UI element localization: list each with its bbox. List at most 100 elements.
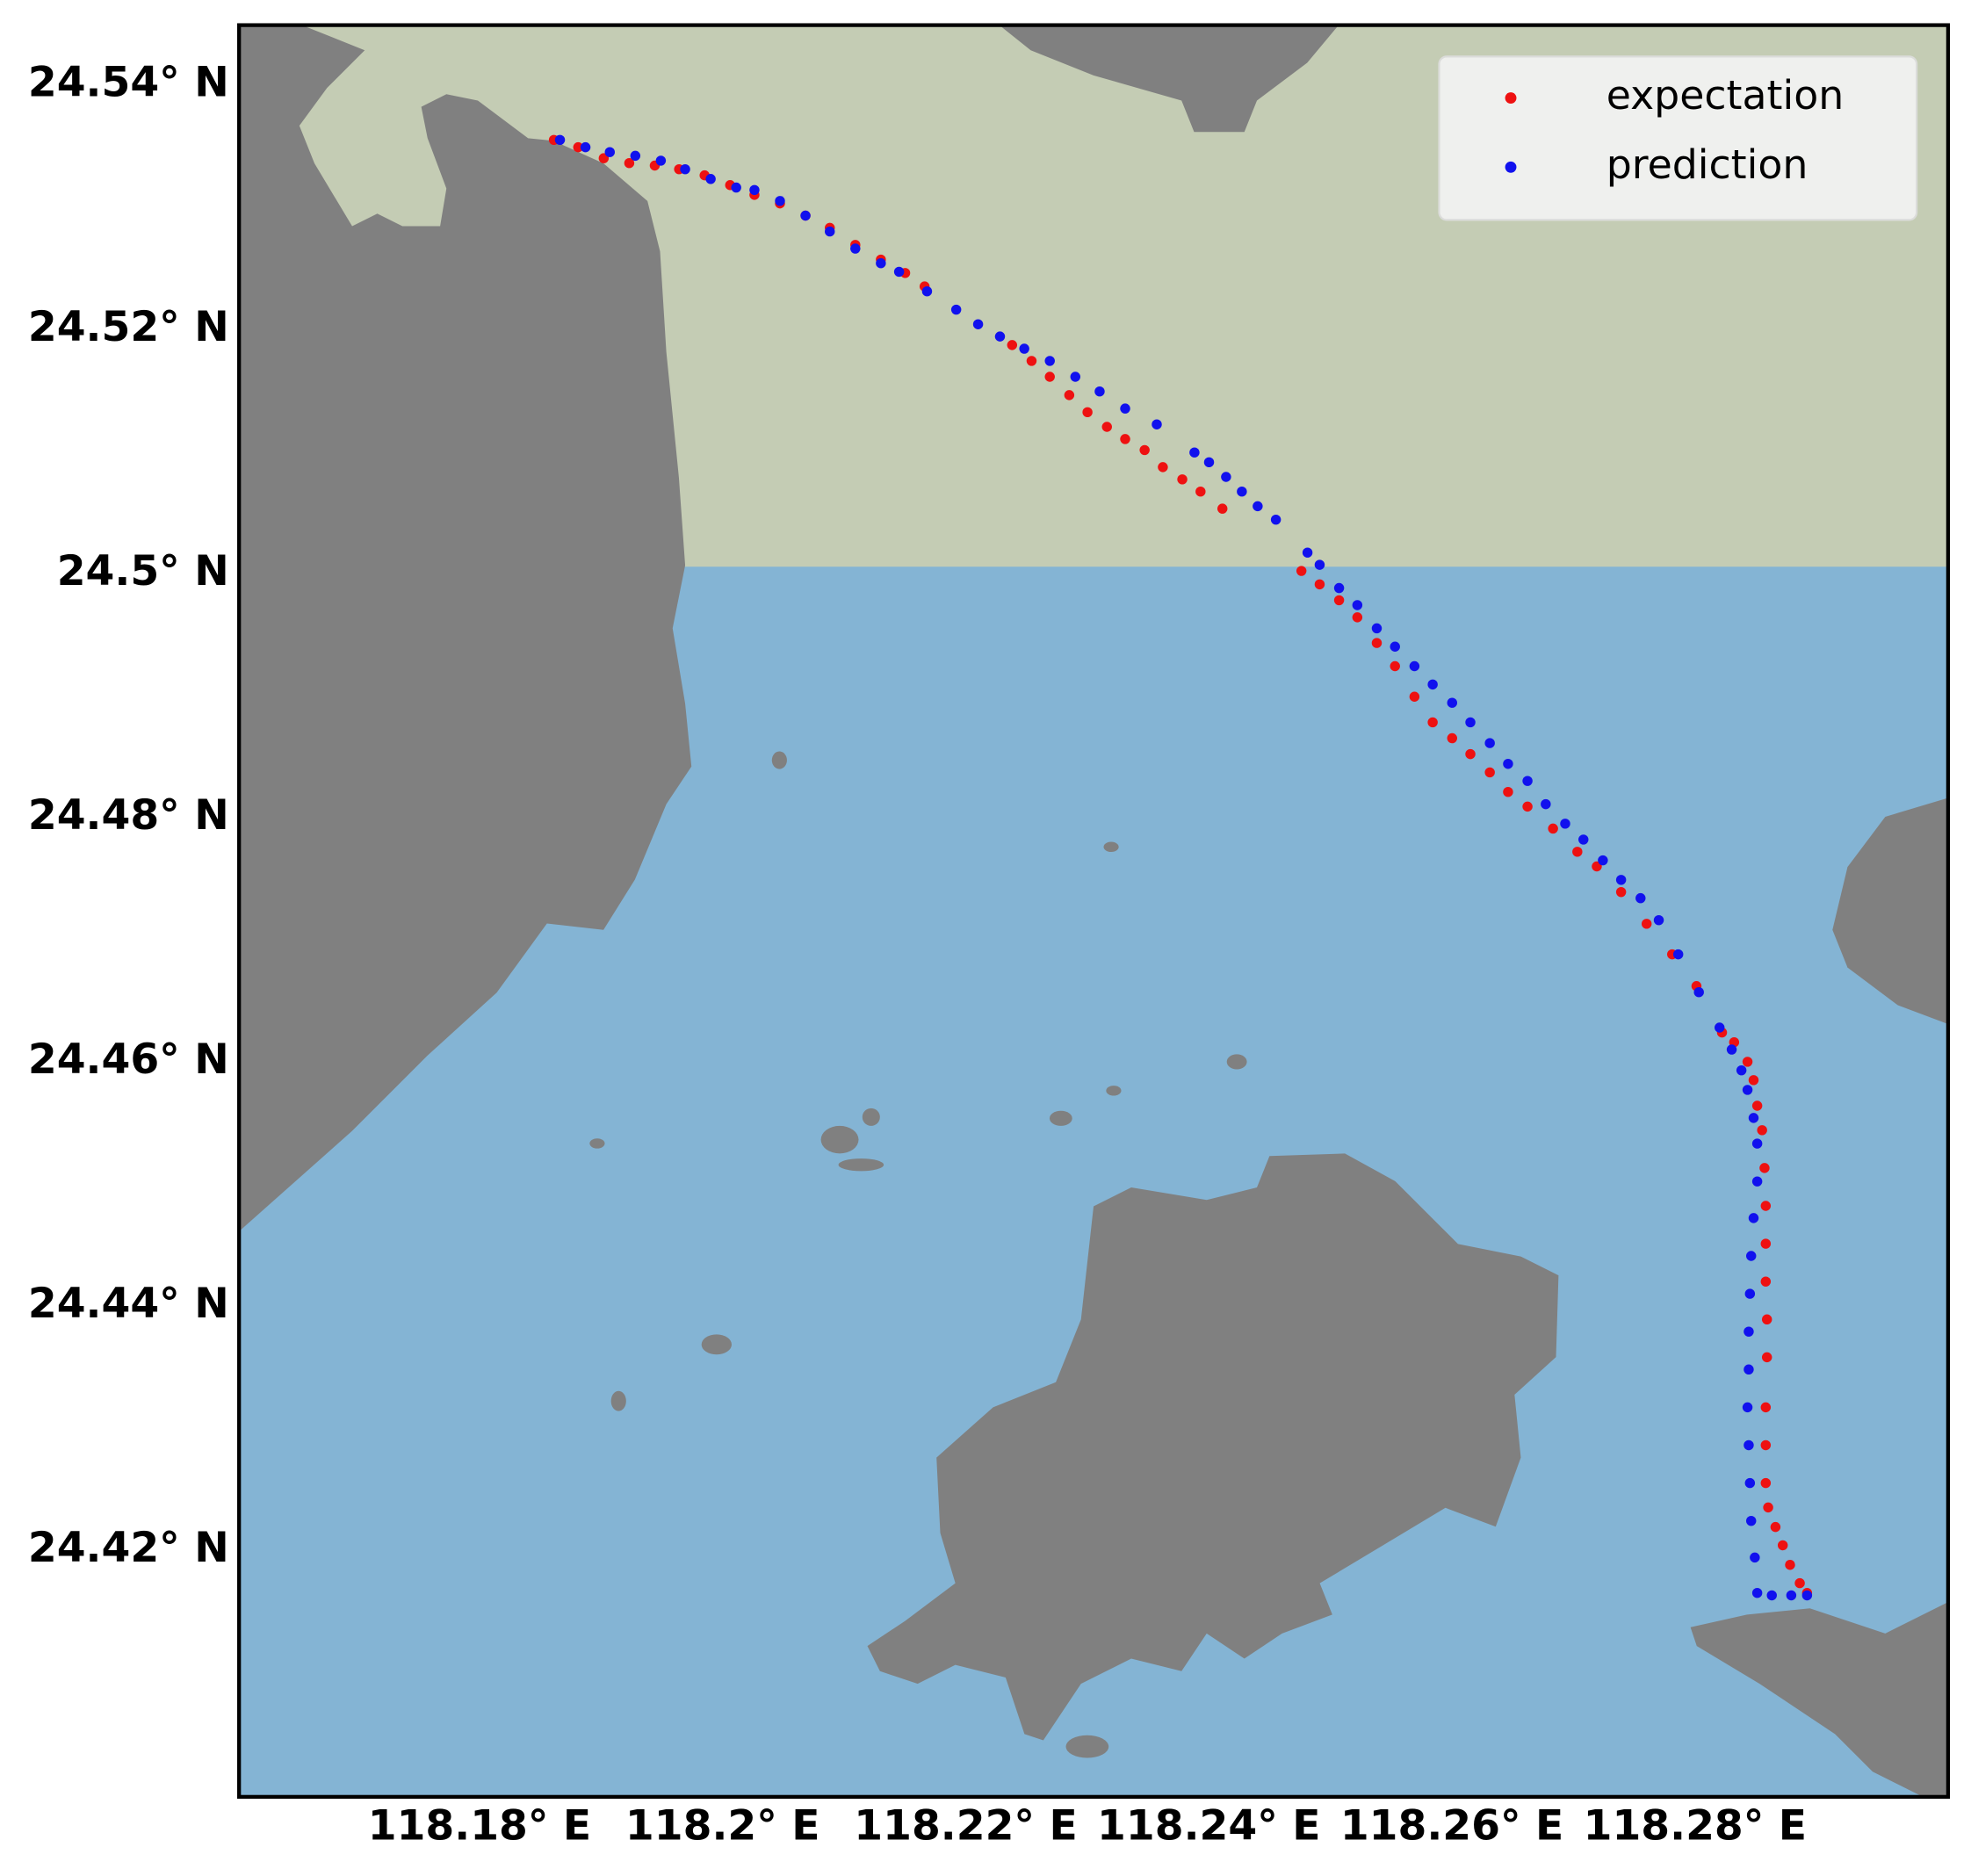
point <box>1026 356 1037 366</box>
point <box>1742 1057 1753 1067</box>
point <box>1672 949 1684 960</box>
point <box>1760 1477 1772 1489</box>
point <box>655 155 667 166</box>
point <box>1744 1326 1754 1337</box>
point <box>1777 1540 1788 1551</box>
y-tick-label: 24.44° N <box>28 1280 229 1328</box>
point <box>1760 1238 1772 1249</box>
legend-label: expectation <box>1606 72 1844 119</box>
legend-label: prediction <box>1606 141 1809 188</box>
point <box>1641 919 1652 929</box>
point <box>1748 1213 1759 1223</box>
point <box>1427 679 1438 690</box>
islets <box>589 751 1247 1758</box>
points <box>548 134 1813 1601</box>
point <box>1314 579 1325 590</box>
x-tick-label: 118.2° E <box>625 1802 820 1851</box>
point <box>1064 390 1075 400</box>
y-tick-label: 24.42° N <box>28 1524 229 1572</box>
point <box>1221 472 1231 482</box>
point <box>1794 1577 1805 1589</box>
point <box>1598 855 1608 866</box>
point <box>1693 986 1704 998</box>
point <box>1635 892 1646 904</box>
point <box>1770 1521 1781 1533</box>
point <box>1082 407 1093 418</box>
point <box>1270 514 1282 525</box>
land <box>1690 1602 1948 1797</box>
point <box>1352 612 1363 623</box>
legend-box <box>1438 55 1918 221</box>
island <box>867 1153 1559 1741</box>
point <box>1094 386 1105 397</box>
point <box>994 331 1006 342</box>
y-tick-label: 24.52° N <box>28 303 229 351</box>
point <box>1139 444 1150 456</box>
point <box>1748 1113 1759 1123</box>
point <box>1801 1590 1813 1601</box>
point <box>1333 582 1345 594</box>
x-tick-label: 118.26° E <box>1340 1802 1563 1851</box>
point <box>1766 1590 1777 1601</box>
x-tick-label: 118.24° E <box>1097 1802 1320 1851</box>
point <box>580 141 591 153</box>
point <box>1592 861 1602 872</box>
point <box>1237 486 1247 497</box>
point <box>1726 1044 1737 1055</box>
legend-marker <box>1505 161 1517 173</box>
point <box>1522 801 1533 812</box>
point <box>1390 660 1400 672</box>
point <box>1742 1402 1753 1413</box>
point <box>1333 595 1345 606</box>
point <box>893 266 905 278</box>
point <box>1785 1559 1795 1570</box>
land <box>239 25 692 1232</box>
point <box>1763 1502 1773 1513</box>
point <box>1760 1201 1772 1211</box>
point <box>630 150 641 162</box>
point <box>1744 1288 1756 1299</box>
point <box>1759 1163 1770 1173</box>
point <box>950 304 962 315</box>
point <box>573 141 584 153</box>
point <box>825 226 835 237</box>
point <box>1484 767 1495 778</box>
frame <box>237 23 1951 1800</box>
y-tick-label: 24.54° N <box>28 59 229 107</box>
point <box>1503 758 1513 769</box>
point <box>1757 1125 1767 1136</box>
point <box>1409 691 1420 702</box>
point <box>1750 1552 1760 1563</box>
point <box>1409 660 1420 672</box>
point <box>1736 1064 1747 1076</box>
point <box>1427 717 1438 728</box>
point <box>1101 422 1112 432</box>
point <box>1751 1176 1763 1187</box>
point <box>705 174 716 184</box>
point <box>598 153 610 163</box>
point <box>921 285 933 297</box>
point <box>1158 462 1168 473</box>
legend: expectation prediction <box>1438 55 1918 221</box>
point <box>1195 486 1206 497</box>
y-tick-label: 24.48° N <box>28 791 229 840</box>
point <box>876 257 886 269</box>
x-tick-label: 118.28° E <box>1584 1802 1807 1851</box>
point <box>749 184 760 196</box>
x-tick-label: 118.18° E <box>368 1802 591 1851</box>
point <box>1296 566 1307 576</box>
point <box>1484 738 1495 748</box>
point <box>1541 798 1551 810</box>
point <box>972 319 984 329</box>
point <box>1786 1590 1797 1601</box>
point <box>554 134 566 146</box>
map-background <box>239 25 1948 1797</box>
point <box>1715 1022 1725 1033</box>
point <box>1465 748 1476 760</box>
point <box>1152 419 1162 429</box>
land <box>1832 797 1948 1025</box>
point <box>1314 559 1325 570</box>
point <box>1120 403 1130 414</box>
point <box>1744 1477 1756 1489</box>
